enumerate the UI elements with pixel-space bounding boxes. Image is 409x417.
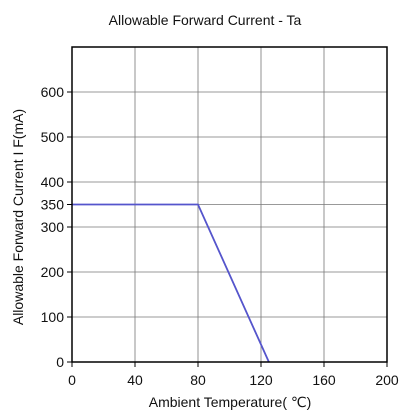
y-tick-label-7: 600: [41, 84, 65, 100]
x-tick-label-4: 160: [312, 372, 336, 388]
y-tick-label-0: 0: [56, 354, 64, 370]
series: [72, 203, 270, 363]
y-tick-label-3: 300: [41, 219, 65, 235]
x-tick-label-0: 0: [68, 372, 76, 388]
x-tick-label-3: 120: [249, 372, 273, 388]
y-tick-label-2: 200: [41, 264, 65, 280]
x-tick-label-5: 200: [375, 372, 399, 388]
x-tick-label-2: 80: [190, 372, 206, 388]
y-tick-label-6: 500: [41, 129, 65, 145]
grid: [72, 47, 387, 362]
y-tick-label-4: 350: [41, 197, 65, 213]
x-ticks: 0 40 80 120 160 200: [68, 362, 399, 388]
x-tick-label-1: 40: [127, 372, 143, 388]
x-axis-label: Ambient Temperature( ℃): [149, 394, 312, 410]
y-ticks: 0 100 200 300 350 400 500 600: [41, 84, 72, 370]
y-tick-label-1: 100: [41, 309, 65, 325]
chart-title: Allowable Forward Current - Ta: [109, 12, 302, 28]
y-tick-label-5: 400: [41, 174, 65, 190]
y-axis-label: Allowable Forward Current I F(mA): [10, 109, 26, 325]
series-line-0: [72, 203, 270, 363]
